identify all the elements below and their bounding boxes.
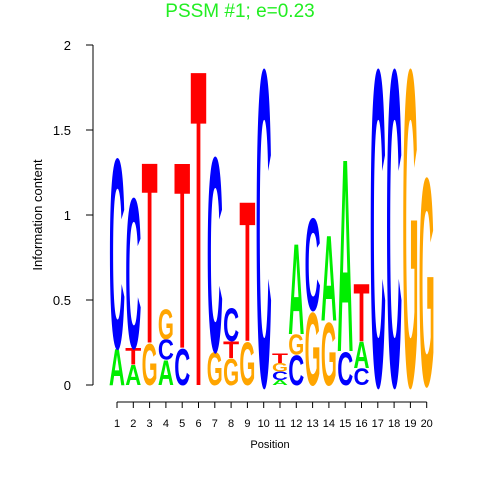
y-tick-label: 0: [64, 378, 71, 393]
letter: C: [272, 369, 288, 382]
y-tick-label: 0.5: [53, 293, 71, 308]
x-tick-label: 13: [306, 418, 318, 430]
letter: C: [125, 155, 141, 394]
letter: A: [109, 339, 125, 396]
chart-title: PSSM #1; e=0.23: [165, 1, 314, 22]
letter: G: [419, 116, 435, 449]
letter: A: [288, 217, 304, 362]
x-tick-label: 4: [163, 418, 169, 430]
x-tick-label: 16: [355, 418, 367, 430]
letter: G: [272, 361, 288, 374]
x-tick-label: 20: [421, 418, 433, 430]
x-tick-label: 18: [388, 418, 400, 430]
letter: T: [354, 267, 370, 359]
y-axis-label: Information content: [30, 159, 45, 271]
letter: T: [239, 160, 255, 384]
x-tick-label: 9: [244, 418, 250, 430]
x-tick-label: 8: [228, 418, 234, 430]
letter: C: [337, 343, 353, 395]
x-tick-label: 5: [179, 418, 185, 430]
letter: G: [239, 330, 255, 398]
letter: C: [158, 335, 174, 366]
x-tick-label: 1: [114, 418, 120, 430]
letter: G: [142, 333, 158, 398]
letter: C: [354, 363, 370, 390]
letter: C: [207, 99, 223, 411]
x-tick-label: 12: [290, 418, 302, 430]
letter: C: [288, 347, 304, 395]
letter: G: [207, 342, 223, 395]
x-tick-label: 2: [130, 418, 136, 430]
letter: A: [337, 101, 353, 410]
y-tick-label: 1: [64, 208, 71, 223]
x-tick-label: 6: [195, 418, 201, 430]
x-axis-label: Position: [250, 439, 289, 451]
letter: C: [305, 192, 321, 340]
letter: G: [158, 302, 174, 349]
letter: T: [223, 337, 239, 364]
x-tick-label: 15: [339, 418, 351, 430]
y-tick-label: 1.5: [53, 123, 71, 138]
letter: G: [305, 291, 321, 408]
x-tick-label: 14: [323, 418, 335, 430]
letter: A: [321, 209, 337, 347]
y-tick-label: 2: [64, 38, 71, 53]
letter: T: [142, 109, 158, 399]
letter: A: [354, 334, 370, 377]
letter: C: [256, 0, 272, 480]
letter: T: [191, 0, 207, 480]
x-tick-label: 17: [372, 418, 384, 430]
letter: G: [288, 330, 304, 361]
letter: A: [272, 379, 288, 387]
letter: C: [223, 299, 239, 351]
letter: C: [386, 0, 402, 480]
letter: A: [125, 360, 141, 391]
letter: A: [158, 354, 174, 394]
letter: T: [174, 107, 190, 405]
letter: T: [272, 351, 288, 366]
letter: C: [370, 0, 386, 480]
x-tick-label: 19: [404, 418, 416, 430]
letter: G: [402, 0, 418, 480]
letter: T: [125, 344, 141, 371]
letter: C: [174, 339, 190, 396]
x-tick-label: 11: [274, 418, 285, 430]
x-tick-label: 3: [147, 418, 153, 430]
x-tick-label: 7: [212, 418, 218, 430]
letter: G: [321, 304, 337, 405]
x-tick-label: 10: [258, 418, 270, 430]
letter: C: [109, 102, 125, 405]
letter: G: [223, 351, 239, 393]
